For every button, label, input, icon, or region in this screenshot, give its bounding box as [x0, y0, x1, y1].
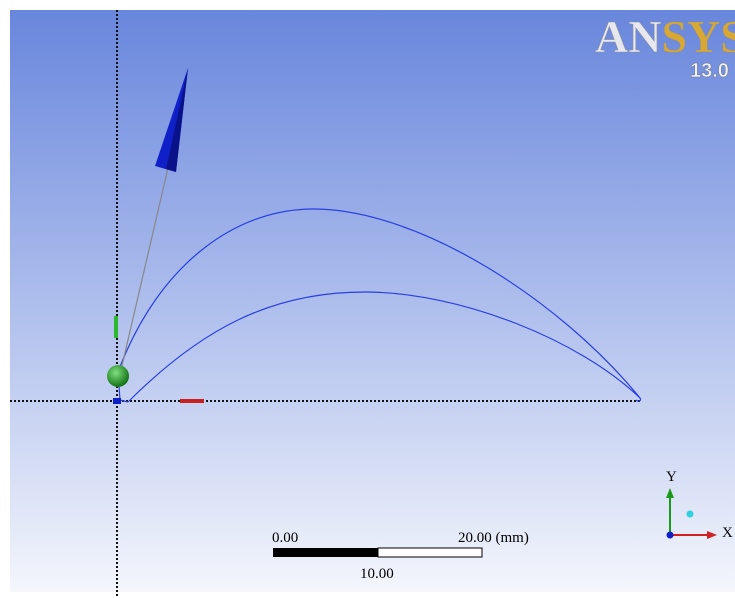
origin-sphere [107, 365, 129, 387]
scale-bar-light [377, 547, 483, 558]
triad-x-head [707, 531, 717, 539]
triad-iso [686, 510, 694, 518]
scale-label: 0.00 [272, 530, 298, 546]
direction-line [120, 167, 169, 371]
y-marker [114, 316, 118, 338]
origin-marker [113, 398, 121, 404]
x-marker [180, 399, 204, 403]
version: 13.0 [690, 60, 729, 82]
logo: ANSYS [595, 11, 735, 62]
direction-arrow-shade [166, 68, 188, 172]
triad-label: X [722, 525, 733, 541]
blade-pressure [127, 291, 642, 403]
blade-suction [117, 208, 641, 399]
background [10, 10, 735, 592]
triad-label: Y [666, 469, 677, 485]
scale-label: 10.00 [360, 566, 394, 582]
scale-bar-dark [273, 548, 378, 557]
triad-y-head [666, 488, 674, 498]
triad-origin [666, 531, 674, 539]
direction-arrow [155, 68, 188, 172]
scale-label: 20.00 (mm) [458, 530, 529, 546]
